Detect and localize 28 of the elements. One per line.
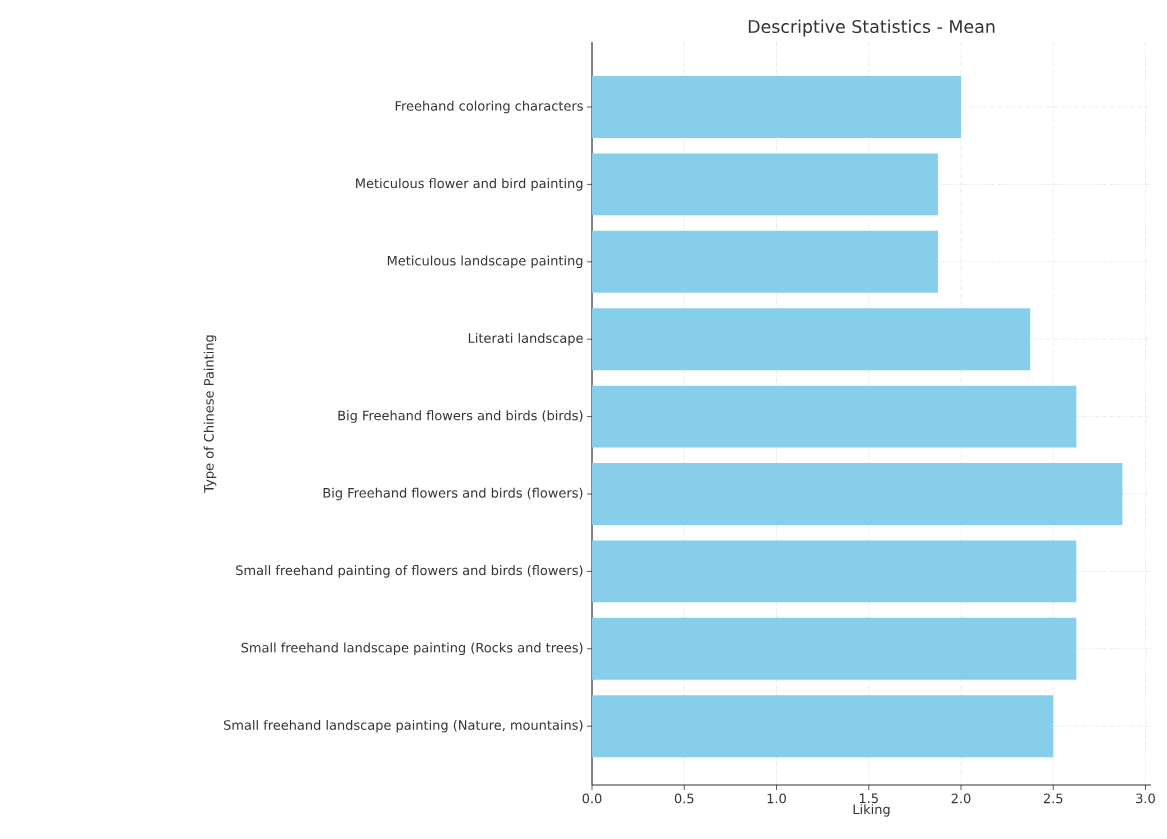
x-tick-label: 3.0 xyxy=(1136,793,1155,804)
bar xyxy=(592,308,1031,371)
x-axis-title: Liking xyxy=(853,804,890,817)
y-tick-label: Small freehand landscape painting (Nature, mountains) xyxy=(223,719,583,733)
y-tick-label: Big Freehand flowers and birds (flowers) xyxy=(323,487,583,501)
x-tick-label: 2.0 xyxy=(951,793,971,804)
y-tick-label: Small freehand landscape painting (Rocks and trees) xyxy=(241,642,583,656)
bar xyxy=(592,76,961,138)
x-tick-label: 2.5 xyxy=(1043,793,1063,804)
y-tick-label: Meticulous flower and bird painting xyxy=(356,178,583,191)
x-tick-label: 0.0 xyxy=(582,793,602,804)
y-tick-label: Small freehand painting of flowers and birds (flowers) xyxy=(236,565,583,578)
bar xyxy=(592,463,1123,525)
y-axis-title: Type of Chinese Painting xyxy=(203,335,217,493)
bar xyxy=(592,617,1077,680)
bar xyxy=(592,695,1054,758)
bar xyxy=(592,385,1077,448)
x-tick-label: 0.5 xyxy=(674,793,694,804)
y-tick-label: Meticulous landscape painting xyxy=(387,255,583,269)
bar xyxy=(592,153,938,216)
y-tick-label: Freehand coloring characters xyxy=(395,100,583,114)
bar xyxy=(592,540,1077,603)
x-tick-label: 1.0 xyxy=(767,793,786,804)
chart-title: Descriptive Statistics - Mean xyxy=(748,19,995,37)
y-tick-label: Big Freehand flowers and birds (birds) xyxy=(338,410,583,423)
y-tick-label: Literati landscape xyxy=(468,332,583,346)
bar xyxy=(592,230,938,293)
x-tick-label: 1.5 xyxy=(859,793,878,804)
